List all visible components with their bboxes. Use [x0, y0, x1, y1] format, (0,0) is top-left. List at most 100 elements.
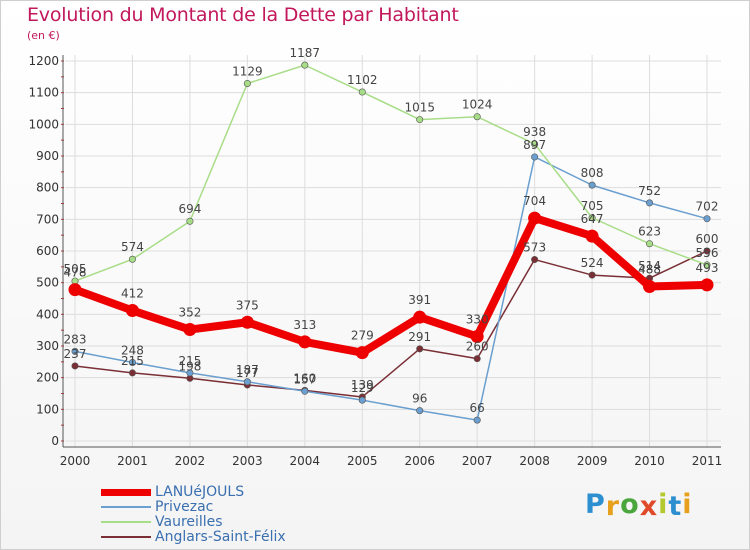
- data-point: [68, 283, 82, 297]
- data-label: 215: [178, 354, 201, 368]
- data-point: [588, 214, 596, 222]
- data-point: [128, 255, 136, 263]
- data-label: 1129: [232, 64, 263, 78]
- logo-letter: P: [585, 489, 606, 520]
- data-point: [128, 369, 136, 377]
- data-label: 260: [466, 340, 489, 354]
- x-tick-label: 2000: [60, 454, 91, 468]
- data-label: 198: [178, 359, 201, 373]
- data-point: [588, 181, 596, 189]
- data-label: 96: [412, 392, 427, 406]
- legend-label: Privezac: [155, 499, 214, 515]
- y-tick-label: 1200: [28, 54, 59, 68]
- data-label: 66: [470, 401, 485, 415]
- legend-swatch: [101, 521, 151, 523]
- proxiti-logo: Proxiti: [585, 489, 693, 522]
- data-label: 524: [581, 256, 604, 270]
- y-tick-label: 300: [36, 339, 59, 353]
- series-lines: [68, 61, 714, 424]
- data-point: [298, 335, 312, 349]
- data-label: 600: [696, 232, 719, 246]
- logo-letter: o: [620, 489, 640, 520]
- chart-unit: (en €): [27, 29, 60, 42]
- data-point: [183, 323, 197, 337]
- logo-letter: r: [605, 491, 621, 522]
- legend-swatch: [101, 536, 151, 538]
- data-label: 488: [638, 262, 661, 276]
- logo-letter: t: [668, 491, 683, 522]
- logo-letter: i: [682, 489, 693, 520]
- data-label: 808: [581, 166, 604, 180]
- data-label: 938: [523, 125, 546, 139]
- series-line-2: [74, 64, 708, 282]
- data-label: 705: [581, 199, 604, 213]
- series-line-3: [74, 250, 708, 398]
- data-point: [528, 211, 542, 225]
- x-tick-label: 2001: [117, 454, 148, 468]
- data-label: 1015: [404, 101, 435, 115]
- y-tick-label: 800: [36, 181, 59, 195]
- data-label: 160: [293, 371, 316, 385]
- data-label: 1102: [347, 73, 378, 87]
- x-tick-label: 2009: [577, 454, 608, 468]
- y-tick-label: 600: [36, 244, 59, 258]
- data-point: [125, 304, 139, 318]
- logo-letter: x: [639, 491, 659, 522]
- x-tick-label: 2003: [232, 454, 263, 468]
- data-label: 493: [696, 261, 719, 275]
- legend-swatch: [101, 506, 151, 508]
- legend-label: Vaureilles: [155, 514, 223, 530]
- x-tick-label: 2004: [290, 454, 321, 468]
- data-point: [473, 416, 481, 424]
- x-tick-label: 2010: [634, 454, 665, 468]
- data-label: 391: [408, 293, 431, 307]
- series-line-1: [74, 156, 708, 421]
- legend-swatch: [101, 489, 151, 496]
- data-label: 702: [696, 200, 719, 214]
- data-label: 897: [523, 138, 546, 152]
- y-tick-label: 400: [36, 307, 59, 321]
- data-point: [71, 362, 79, 370]
- x-tick-label: 2006: [404, 454, 435, 468]
- data-label: 313: [293, 318, 316, 332]
- chart-title: Evolution du Montant de la Dette par Hab…: [27, 4, 459, 26]
- data-point: [413, 310, 427, 324]
- data-label: 752: [638, 184, 661, 198]
- data-point: [301, 387, 309, 395]
- data-point: [531, 153, 539, 161]
- data-label: 694: [178, 202, 201, 216]
- data-point: [700, 278, 714, 292]
- data-label: 279: [351, 329, 374, 343]
- data-point: [703, 215, 711, 223]
- legend-item: Privezac: [101, 500, 286, 515]
- x-tick-label: 2008: [519, 454, 550, 468]
- data-label: 291: [408, 330, 431, 344]
- data-label: 704: [523, 194, 546, 208]
- data-point: [588, 271, 596, 279]
- data-point: [646, 199, 654, 207]
- data-label: 505: [64, 262, 87, 276]
- y-tick-label: 100: [36, 402, 59, 416]
- data-point: [355, 346, 369, 360]
- data-point: [703, 247, 711, 255]
- data-point: [531, 256, 539, 264]
- data-label: 139: [351, 378, 374, 392]
- data-point: [416, 407, 424, 415]
- data-point: [358, 88, 366, 96]
- data-point: [643, 279, 657, 293]
- data-label: 215: [121, 354, 144, 368]
- data-point: [531, 140, 539, 148]
- data-point: [646, 240, 654, 248]
- x-tick-label: 2005: [347, 454, 378, 468]
- y-tick-label: 200: [36, 371, 59, 385]
- data-label: 1024: [462, 98, 493, 112]
- data-label: 412: [121, 287, 144, 301]
- data-label: 248: [121, 343, 144, 357]
- data-point: [416, 116, 424, 124]
- data-point: [470, 330, 484, 343]
- data-label: 573: [523, 241, 546, 255]
- legend-label: LANUéJOULS: [155, 484, 245, 500]
- data-label: 647: [581, 212, 604, 226]
